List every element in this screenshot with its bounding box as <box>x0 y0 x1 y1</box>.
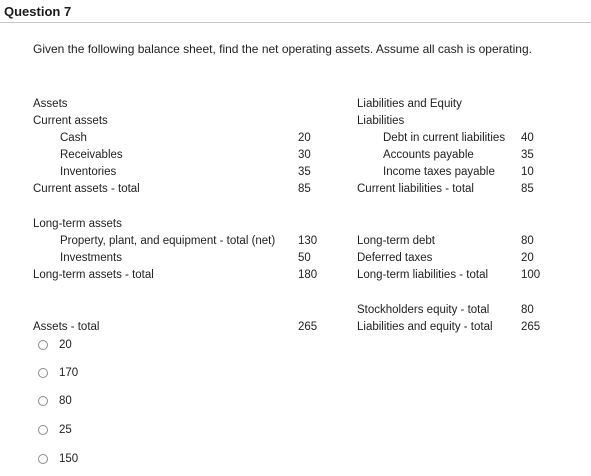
longterm-assets-total-label: Long-term assets - total <box>33 269 154 281</box>
answer-option[interactable]: 20 <box>38 337 72 353</box>
ppe-value: 130 <box>298 235 318 247</box>
accounts-payable-value: 35 <box>521 149 534 161</box>
longterm-debt-label: Long-term debt <box>357 235 435 247</box>
answer-option-label: 150 <box>59 453 79 465</box>
liabilities-equity-total-label: Liabilities and equity - total <box>357 321 493 333</box>
assets-total-value: 265 <box>298 321 318 333</box>
current-debt-label: Debt in current liabilities <box>383 132 506 144</box>
deferred-taxes-value: 20 <box>521 252 534 264</box>
longterm-liabilities-total-value: 100 <box>521 269 541 281</box>
inventories-label: Inventories <box>60 166 117 178</box>
answer-option-label: 170 <box>59 367 79 379</box>
answer-option-label: 80 <box>59 395 72 407</box>
receivables-label: Receivables <box>60 149 123 161</box>
cash-value: 20 <box>298 132 311 144</box>
longterm-debt-value: 80 <box>521 235 534 247</box>
ppe-label: Property, plant, and equipment - total (… <box>60 235 276 247</box>
answer-option[interactable]: 80 <box>38 393 72 409</box>
current-assets-total-label: Current assets - total <box>33 183 140 195</box>
income-taxes-payable-value: 10 <box>521 166 534 178</box>
liabilities-equity-heading: Liabilities and Equity <box>357 98 462 110</box>
liabilities-equity-total-value: 265 <box>521 321 541 333</box>
answer-option[interactable]: 150 <box>38 451 78 467</box>
question-text: Given the following balance sheet, find … <box>33 42 532 56</box>
current-debt-value: 40 <box>521 132 534 144</box>
title-divider <box>0 22 591 23</box>
investments-label: Investments <box>60 252 122 264</box>
current-liabilities-total-label: Current liabilities - total <box>357 183 474 195</box>
investments-value: 50 <box>298 252 311 264</box>
stockholders-equity-label: Stockholders equity - total <box>357 304 490 316</box>
radio-button[interactable] <box>38 340 48 350</box>
accounts-payable-label: Accounts payable <box>383 149 474 161</box>
radio-button[interactable] <box>38 396 48 406</box>
deferred-taxes-label: Deferred taxes <box>357 252 433 264</box>
answer-option-label: 25 <box>59 424 72 436</box>
income-taxes-payable-label: Income taxes payable <box>383 166 495 178</box>
current-liabilities-total-value: 85 <box>521 183 534 195</box>
question-title: Question 7 <box>4 4 72 19</box>
radio-button[interactable] <box>38 425 48 435</box>
longterm-assets-total-value: 180 <box>298 269 318 281</box>
stockholders-equity-value: 80 <box>521 304 534 316</box>
answer-option-label: 20 <box>59 339 72 351</box>
liabilities-heading: Liabilities <box>357 115 405 127</box>
longterm-liabilities-total-label: Long-term liabilities - total <box>357 269 489 281</box>
inventories-value: 35 <box>298 166 311 178</box>
assets-heading: Assets <box>33 98 68 110</box>
answer-option[interactable]: 170 <box>38 365 78 381</box>
receivables-value: 30 <box>298 149 311 161</box>
current-assets-total-value: 85 <box>298 183 311 195</box>
radio-button[interactable] <box>38 454 48 464</box>
cash-label: Cash <box>60 132 87 144</box>
current-assets-heading: Current assets <box>33 115 108 127</box>
assets-total-label: Assets - total <box>33 321 100 333</box>
answer-option[interactable]: 25 <box>38 422 72 438</box>
radio-button[interactable] <box>38 368 48 378</box>
longterm-assets-heading: Long-term assets <box>33 218 122 230</box>
